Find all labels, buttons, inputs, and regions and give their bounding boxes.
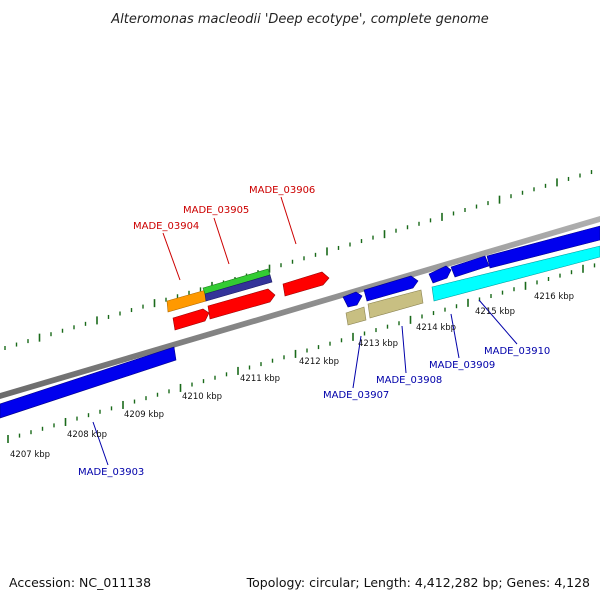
gene-label-leader	[280, 196, 297, 245]
gene-label: MADE_03904	[133, 221, 199, 232]
tick-label: 4215 kbp	[475, 307, 515, 317]
map-title: Alteromonas macleodii 'Deep ecotype', co…	[110, 12, 488, 27]
tick-label: 4210 kbp	[182, 392, 222, 402]
gene-label-leader	[92, 421, 109, 466]
gene-label-leader	[213, 217, 230, 265]
gene-feature-red-3	[282, 271, 330, 297]
accession-text: Accession: NC_011138	[9, 575, 151, 590]
gene-feature-orange	[166, 289, 207, 313]
gene-feature-red-2	[207, 288, 276, 320]
tick-row-lower	[7, 263, 596, 443]
gene-label: MADE_03905	[183, 205, 249, 216]
tick-label: 4211 kbp	[240, 374, 280, 384]
tick-label: 4214 kbp	[416, 323, 456, 333]
gene-feature-blue-left	[0, 346, 177, 419]
genome-summary-text: Topology: circular; Length: 4,412,282 bp…	[246, 575, 590, 590]
tick-label: 4213 kbp	[358, 339, 398, 349]
gene-feature-blue-a	[342, 291, 363, 308]
gene-label: MADE_03908	[376, 375, 442, 386]
gene-labels: MADE_03903 MADE_03904 MADE_03905MADE_03906…	[78, 185, 550, 478]
tick-label: 4208 kbp	[67, 430, 107, 440]
gene-label-leader	[352, 335, 362, 389]
gene-feature-tan-b	[367, 289, 424, 319]
gene-label: MADE_03903	[78, 467, 144, 478]
gene-label: MADE_03906	[249, 185, 315, 196]
forward-strand-features	[166, 225, 600, 331]
gene-feature-red-1	[172, 308, 210, 331]
reverse-strand-features	[0, 346, 177, 419]
gene-label-leader	[450, 313, 460, 359]
gene-feature-blue-c	[428, 265, 452, 284]
gene-label-leader	[162, 232, 181, 281]
gene-label: MADE_03909	[429, 360, 495, 371]
gene-feature-blue-b	[363, 275, 419, 302]
gene-label-leader	[478, 299, 518, 345]
tick-label: 4207 kbp	[10, 450, 50, 460]
gene-label-leader	[401, 325, 407, 374]
tick-label: 4212 kbp	[299, 357, 339, 367]
tick-labels: 4207 kbp 4208 kbp 4209 kbp 4210 kbp 4211 kbp…	[10, 292, 574, 460]
gene-feature-blue-long	[486, 225, 600, 269]
gene-label: MADE_03910	[484, 346, 550, 357]
genome-backbone	[0, 216, 600, 399]
gene-feature-cyan	[431, 245, 600, 302]
tick-label: 4209 kbp	[124, 410, 164, 420]
tick-label: 4216 kbp	[534, 292, 574, 302]
gene-feature-tan-a	[345, 306, 367, 326]
gene-label: MADE_03907	[323, 390, 389, 401]
gene-feature-navy	[204, 274, 273, 302]
gene-feature-blue-d	[450, 255, 490, 278]
